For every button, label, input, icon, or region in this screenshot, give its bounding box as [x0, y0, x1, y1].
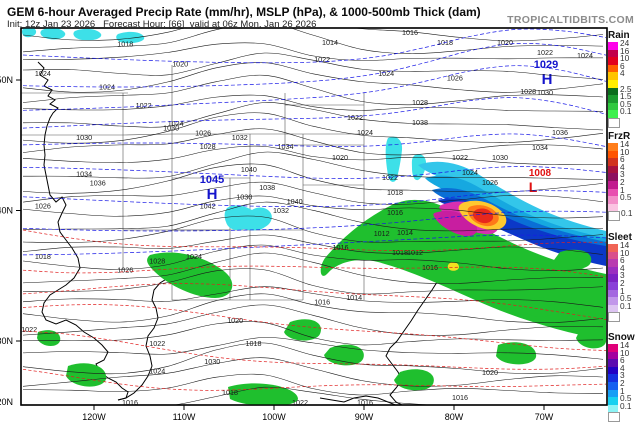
svg-text:90W: 90W: [355, 412, 374, 422]
svg-text:1020: 1020: [332, 153, 348, 162]
svg-text:1018: 1018: [222, 388, 238, 397]
svg-text:1029: 1029: [534, 59, 558, 71]
svg-text:1022: 1022: [452, 153, 468, 162]
svg-text:1018: 1018: [392, 248, 408, 257]
svg-text:1022: 1022: [21, 325, 37, 334]
svg-text:1036: 1036: [90, 179, 106, 188]
svg-text:30N: 30N: [0, 336, 13, 346]
svg-text:1018: 1018: [387, 188, 403, 197]
svg-text:1024: 1024: [378, 69, 394, 78]
svg-text:1030: 1030: [537, 88, 553, 97]
svg-text:1030: 1030: [492, 153, 508, 162]
svg-text:1020: 1020: [172, 60, 188, 69]
svg-text:L: L: [529, 179, 538, 195]
svg-text:70W: 70W: [535, 412, 554, 422]
svg-text:1030: 1030: [76, 133, 92, 142]
svg-text:1012: 1012: [374, 229, 390, 238]
svg-text:1024: 1024: [577, 51, 593, 60]
svg-text:1020: 1020: [497, 38, 513, 47]
svg-text:20N: 20N: [0, 397, 13, 407]
svg-text:80W: 80W: [445, 412, 464, 422]
svg-text:1016: 1016: [333, 243, 349, 252]
svg-text:1028: 1028: [412, 98, 428, 107]
svg-text:1018: 1018: [117, 40, 133, 49]
svg-text:1034: 1034: [532, 143, 548, 152]
svg-text:1045: 1045: [200, 174, 224, 186]
svg-text:1026: 1026: [482, 178, 498, 187]
svg-text:1008: 1008: [529, 168, 552, 179]
svg-text:1016: 1016: [452, 393, 468, 402]
svg-text:100W: 100W: [262, 412, 286, 422]
svg-text:1038: 1038: [259, 183, 275, 192]
svg-text:1018: 1018: [35, 252, 51, 261]
svg-text:1022: 1022: [347, 113, 363, 122]
svg-text:1036: 1036: [552, 128, 568, 137]
svg-text:1026: 1026: [35, 202, 51, 211]
svg-text:1030: 1030: [163, 124, 179, 133]
svg-text:1040: 1040: [287, 197, 303, 206]
svg-text:1032: 1032: [232, 133, 248, 142]
svg-text:H: H: [542, 71, 553, 88]
svg-text:1024: 1024: [186, 252, 202, 261]
svg-text:1030: 1030: [204, 357, 220, 366]
svg-text:1016: 1016: [387, 208, 403, 217]
svg-text:1040: 1040: [241, 165, 257, 174]
svg-text:1014: 1014: [322, 38, 338, 47]
svg-text:1026: 1026: [117, 266, 133, 275]
svg-text:40N: 40N: [0, 206, 13, 216]
svg-text:1028: 1028: [149, 257, 165, 266]
svg-text:1026: 1026: [447, 73, 463, 82]
svg-text:1022: 1022: [537, 48, 553, 57]
svg-text:1038: 1038: [412, 118, 428, 127]
svg-text:1026: 1026: [497, 3, 513, 12]
svg-text:1022: 1022: [149, 339, 165, 348]
svg-text:50N: 50N: [0, 75, 13, 85]
svg-text:1032: 1032: [273, 206, 289, 215]
svg-text:110W: 110W: [173, 412, 196, 422]
svg-text:120W: 120W: [82, 412, 106, 422]
svg-text:1020: 1020: [482, 368, 498, 377]
svg-text:1024: 1024: [35, 69, 51, 78]
svg-text:1034: 1034: [278, 142, 294, 151]
